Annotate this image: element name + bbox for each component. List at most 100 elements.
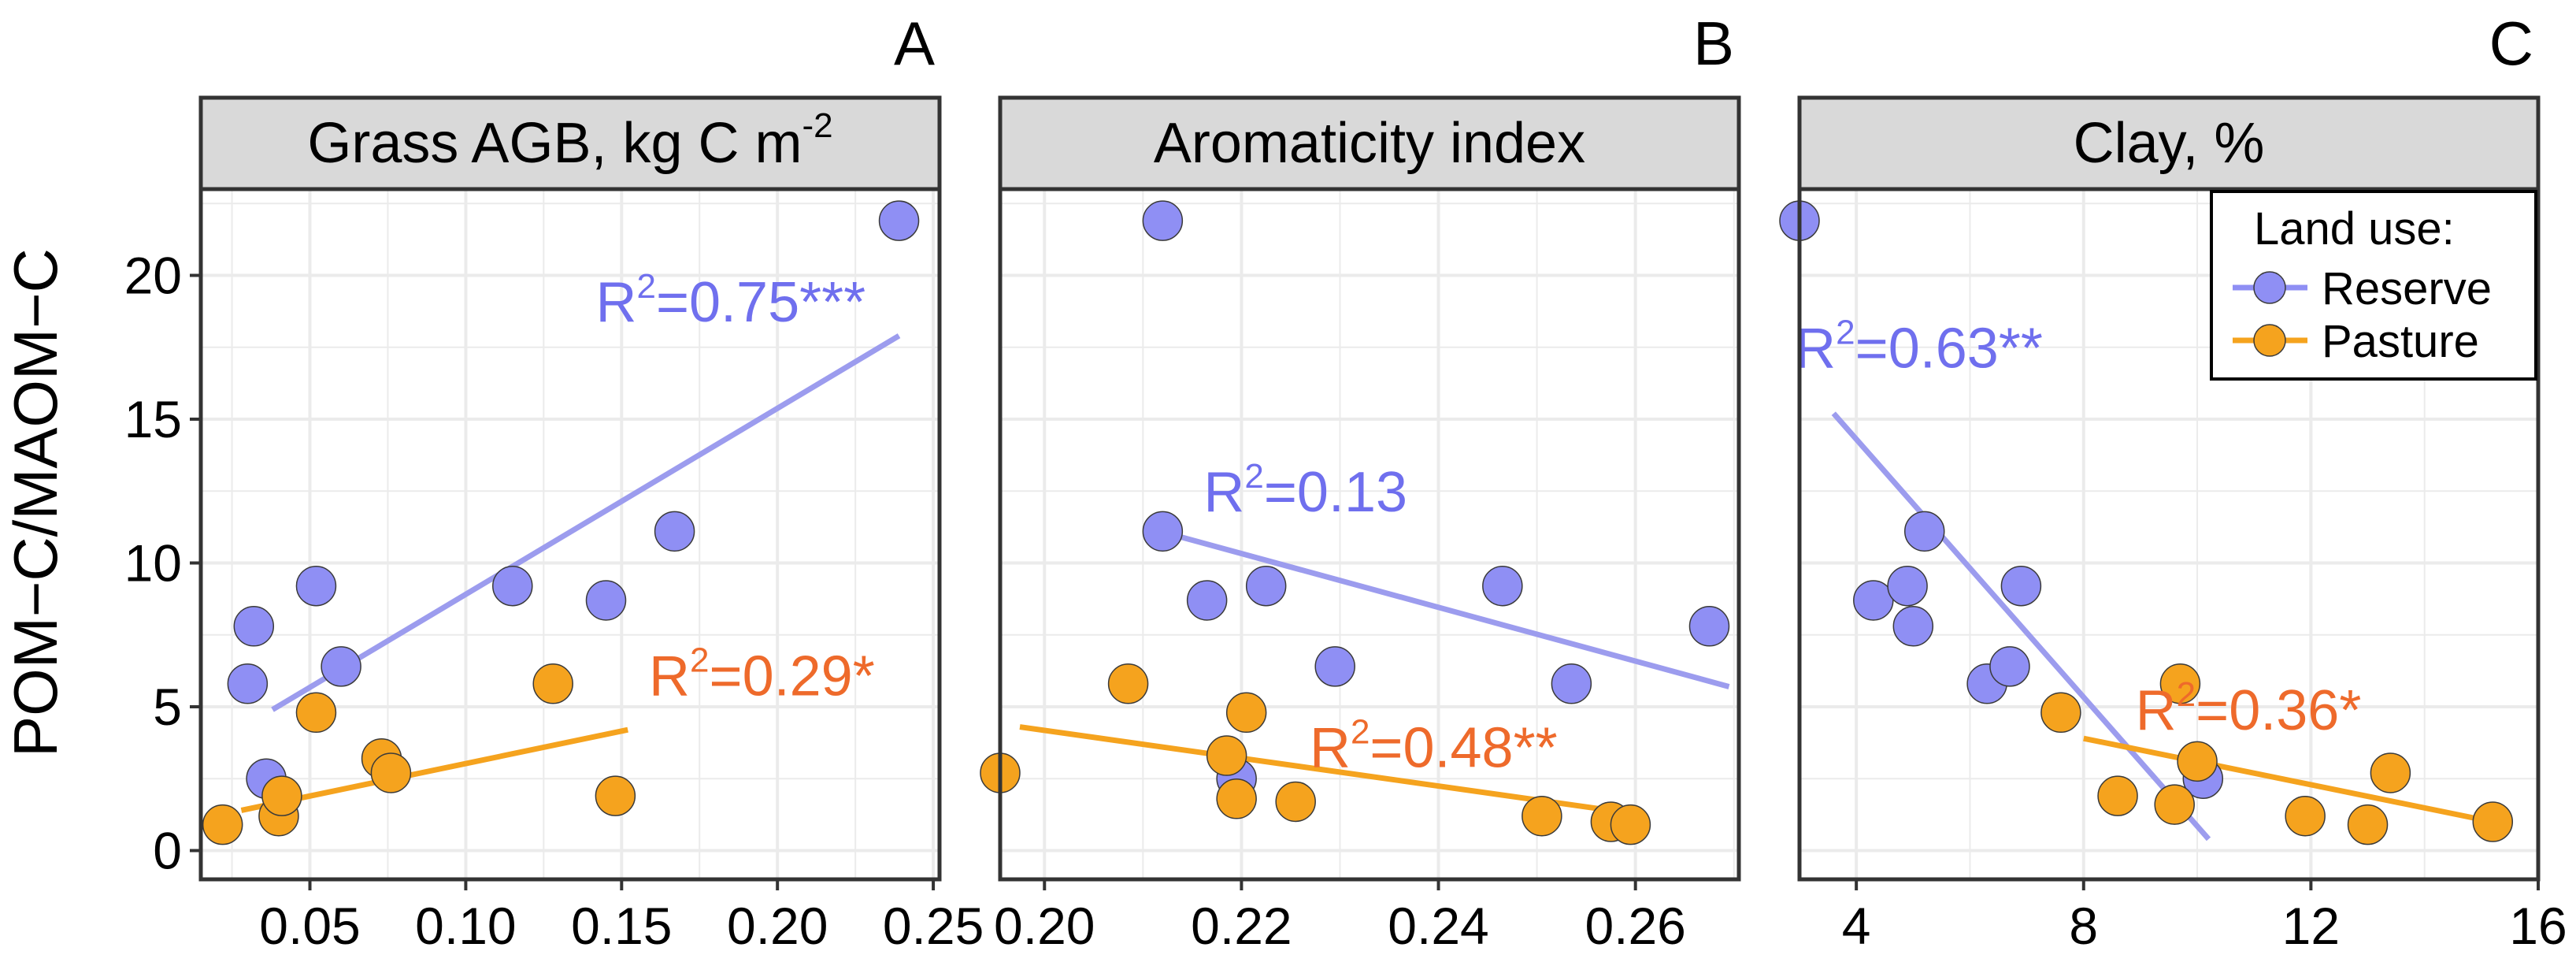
x-tick-label: 0.24 [1388,897,1488,955]
legend-marker-pasture [2253,324,2286,357]
data-point-pasture [202,804,243,845]
data-point-pasture [2159,663,2201,704]
data-point-pasture [532,663,573,704]
r2-superscript: 2 [1244,457,1263,496]
r2-label-reserve: R2=0.13 [1203,457,1407,524]
fit-line-pasture [2083,735,2493,825]
panel-a: R2=0.75***R2=0.29*Grass AGB, kg C m-2A0.… [124,9,984,955]
legend-label-reserve: Reserve [2322,263,2492,314]
fit-line-pasture [240,726,628,813]
data-point-pasture [2370,752,2411,793]
data-point-reserve [878,200,920,241]
fit-line-reserve [271,333,901,712]
data-point-reserve [1245,565,1287,607]
strip-text: Grass AGB, kg C m [307,112,802,175]
data-point-pasture [1225,692,1267,734]
data-point-reserve [585,580,627,621]
r2-value: =0.75*** [656,271,865,334]
r2-value: =0.13 [1264,461,1407,524]
r2-letter: R [1795,317,1836,380]
data-point-pasture [1107,663,1149,704]
r2-label-pasture: R2=0.36* [2136,675,2362,742]
r2-letter: R [1310,717,1351,780]
panel-c: R2=0.63**R2=0.36*Clay, %C4 8 12 16 [1779,9,2567,955]
data-point-reserve [1551,663,1592,704]
data-point-pasture [370,752,412,793]
r2-value: =0.48** [1370,717,1557,780]
data-point-pasture [1275,781,1316,823]
data-point-pasture [2347,804,2389,845]
x-tick-label: 0.20 [994,897,1095,955]
data-point-pasture [2285,795,2326,837]
r2-superscript: 2 [2177,675,2196,714]
data-point-pasture [2154,784,2195,825]
legend-label-pasture: Pasture [2322,316,2479,367]
data-point-reserve [295,565,337,607]
data-point-pasture [1216,778,1257,819]
y-tick-label: 10 [124,534,182,593]
x-tick-label: 4 [1842,897,1871,955]
data-point-pasture [595,775,636,816]
data-point-reserve [1142,511,1184,552]
data-point-pasture [2472,801,2514,842]
data-point-pasture [1206,735,1247,776]
r2-superscript: 2 [636,267,655,306]
panel-letter: A [894,9,935,78]
x-tick-label: 0.20 [727,897,828,955]
strip-superscript: -2 [802,106,833,145]
data-point-reserve [1688,606,1730,647]
data-point-reserve [1142,200,1184,241]
data-point-reserve [321,646,361,687]
y-tick-label: 5 [153,678,182,736]
y-tick-label: 20 [124,247,182,305]
x-tick-label: 16 [2509,897,2567,955]
r2-superscript: 2 [1351,713,1370,752]
x-tick-label: 8 [2069,897,2098,955]
y-tick-label: 0 [153,822,182,880]
x-tick-label: 12 [2282,897,2340,955]
data-point-pasture [2097,775,2138,816]
data-point-reserve [654,511,695,552]
r2-value: =0.36* [2196,679,2361,742]
r2-value: =0.63** [1855,317,2043,380]
x-tick-label: 0.10 [415,897,516,955]
fit-line-reserve [1169,531,1730,689]
plot-background [1000,189,1739,879]
strip-text: Aromaticity index [1154,112,1585,175]
fit-line-pasture [1019,724,1631,816]
r2-letter: R [649,645,690,708]
x-tick-label: 0.25 [883,897,984,955]
legend-title: Land use: [2254,203,2455,255]
data-point-reserve [1892,606,1934,647]
data-point-reserve [233,606,275,647]
y-axis-title: POM−C/MAOM−C [1,248,70,757]
facet-strip-label: Aromaticity index [1154,112,1585,175]
x-tick-label: 0.15 [571,897,672,955]
r2-superscript: 2 [1836,313,1855,351]
panel-letter: C [2489,9,2533,78]
data-point-reserve [2000,565,2042,607]
data-point-reserve [492,565,533,607]
data-point-pasture [1610,804,1651,845]
data-point-pasture [261,775,302,816]
r2-letter: R [595,271,636,334]
y-tick-label: 15 [124,390,182,448]
facet-strip [198,95,942,191]
data-point-reserve [1903,511,1945,552]
data-point-pasture [1522,795,1562,837]
facet-strip-label: Clay, % [2074,112,2265,175]
legend-marker-reserve [2253,271,2286,304]
panel-letter: B [1693,9,1734,78]
facet-strip [1797,95,2541,191]
data-point-pasture [2177,741,2218,782]
r2-superscript: 2 [690,641,709,679]
data-point-reserve [1314,646,1355,687]
data-point-reserve [227,663,269,704]
data-point-reserve [1887,565,1928,607]
strip-text: Clay, % [2074,112,2265,175]
r2-label-pasture: R2=0.48** [1310,713,1558,780]
facet-strip-label: Grass AGB, kg C m-2 [307,106,832,175]
